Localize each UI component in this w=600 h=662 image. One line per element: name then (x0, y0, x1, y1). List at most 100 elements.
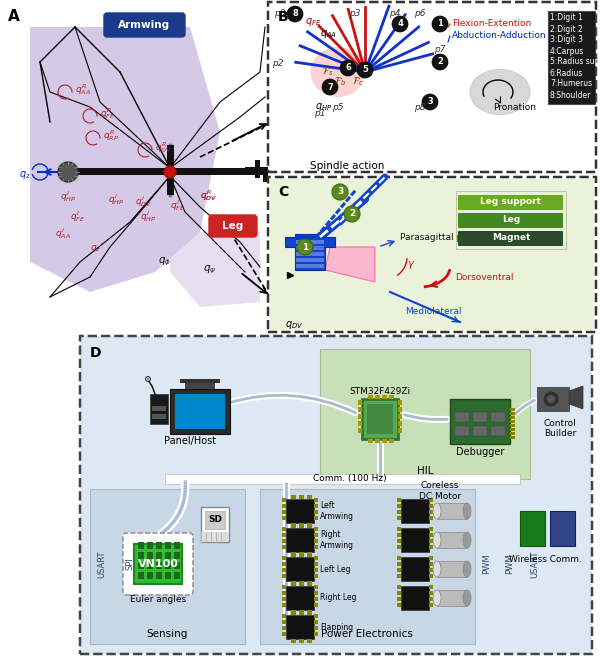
Bar (510, 416, 515, 419)
Circle shape (58, 162, 78, 182)
Circle shape (544, 392, 558, 406)
Text: 4:Carpus: 4:Carpus (550, 46, 584, 56)
Text: $q^l_{FE}$: $q^l_{FE}$ (70, 210, 85, 224)
Text: $q_\psi$: $q_\psi$ (203, 263, 217, 276)
Text: Parasagittal plane: Parasagittal plane (400, 232, 482, 242)
Bar (282, 632, 286, 636)
Text: $q^R_{FE}$: $q^R_{FE}$ (100, 107, 115, 121)
Bar (429, 516, 433, 520)
Bar (362, 399, 398, 439)
Bar (314, 533, 318, 537)
Bar (174, 552, 180, 559)
Bar (429, 585, 433, 589)
Text: 2: 2 (437, 58, 443, 66)
Bar (299, 610, 304, 614)
Ellipse shape (433, 590, 441, 606)
Text: 2:Digit 2: 2:Digit 2 (550, 24, 583, 34)
Bar (314, 632, 318, 636)
Text: $q^R_{RP}$: $q^R_{RP}$ (103, 128, 119, 144)
Text: 3: 3 (427, 97, 433, 107)
Bar (510, 428, 515, 431)
Text: Dorsoventral: Dorsoventral (455, 273, 514, 281)
Text: Euler angles: Euler angles (130, 594, 186, 604)
Bar (314, 597, 318, 601)
Bar (398, 421, 402, 426)
Circle shape (322, 79, 338, 95)
Ellipse shape (311, 47, 365, 97)
Bar (291, 552, 296, 556)
Circle shape (432, 54, 448, 70)
Text: Power Electronics: Power Electronics (321, 629, 413, 639)
Ellipse shape (470, 70, 530, 115)
Text: Comm. (100 Hz): Comm. (100 Hz) (313, 475, 387, 483)
Ellipse shape (433, 561, 441, 577)
FancyBboxPatch shape (123, 533, 193, 595)
Bar (286, 499, 314, 523)
Bar (291, 610, 296, 614)
Bar (367, 404, 393, 434)
Text: PWM: PWM (482, 553, 491, 575)
Bar (429, 562, 433, 566)
Bar (282, 574, 286, 578)
Bar (510, 412, 515, 415)
Bar (382, 439, 387, 443)
Bar (282, 516, 286, 520)
Bar (296, 246, 324, 250)
Bar (397, 574, 401, 578)
Bar (389, 439, 394, 443)
Bar (286, 557, 314, 581)
Bar (156, 542, 162, 549)
Bar (299, 523, 304, 527)
Bar (510, 424, 515, 427)
Text: $q^l_{HP}$: $q^l_{HP}$ (108, 193, 124, 207)
FancyBboxPatch shape (268, 177, 596, 332)
Bar (245, 167, 270, 172)
Bar (389, 395, 394, 399)
Bar (134, 544, 182, 584)
Text: p5: p5 (332, 103, 344, 111)
Polygon shape (569, 386, 583, 409)
Bar (358, 421, 362, 426)
Bar (314, 620, 318, 624)
Text: 5: 5 (362, 66, 368, 75)
Text: $\mathcal{F}_c$: $\mathcal{F}_c$ (352, 75, 364, 89)
Bar (375, 395, 380, 399)
Bar (65, 168, 265, 175)
Bar (299, 581, 304, 585)
Text: 1: 1 (302, 242, 308, 252)
Bar (397, 533, 401, 537)
Bar (307, 611, 312, 615)
Bar (307, 581, 312, 585)
Bar (307, 524, 312, 528)
Bar (282, 498, 286, 502)
Text: 4: 4 (397, 19, 403, 28)
Bar (314, 556, 318, 560)
Text: Magnet: Magnet (492, 234, 530, 242)
Bar (314, 527, 318, 531)
Circle shape (332, 184, 348, 200)
Text: Spindle action: Spindle action (310, 161, 385, 171)
Text: Coreless
DC Motor: Coreless DC Motor (419, 481, 461, 500)
Bar (429, 539, 433, 543)
Bar (314, 603, 318, 607)
Bar (299, 611, 304, 615)
Bar (335, 208, 341, 214)
Bar (429, 533, 433, 537)
Text: p2: p2 (272, 60, 284, 68)
Bar (429, 603, 433, 607)
Text: $q^l_{FE}$: $q^l_{FE}$ (170, 199, 185, 213)
FancyBboxPatch shape (104, 13, 185, 37)
Bar (296, 252, 324, 256)
Text: Right
Armwing: Right Armwing (320, 530, 354, 549)
Text: USART: USART (530, 550, 539, 578)
Text: p4: p4 (389, 9, 401, 19)
Bar (401, 528, 429, 552)
Text: $q_z$: $q_z$ (90, 244, 101, 254)
Bar (307, 610, 312, 614)
Text: $q^l_{DV}$: $q^l_{DV}$ (135, 195, 152, 209)
Bar (156, 552, 162, 559)
Bar (437, 561, 467, 577)
FancyBboxPatch shape (209, 215, 257, 237)
Text: Leg support: Leg support (481, 197, 542, 207)
Bar (138, 542, 144, 549)
